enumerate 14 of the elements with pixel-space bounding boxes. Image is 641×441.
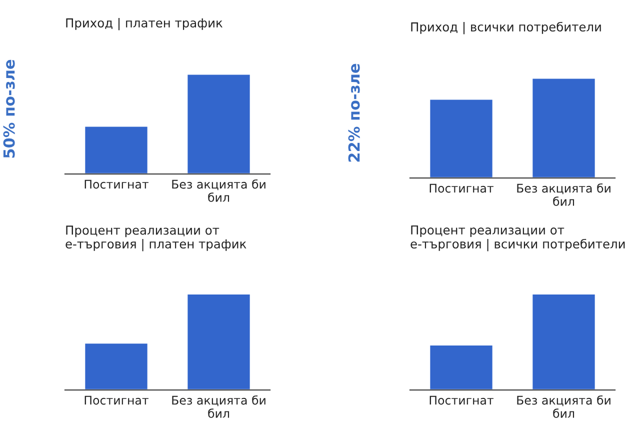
- x-tick-label: Постигнат: [430, 184, 494, 193]
- x-tick-label: Постигнат: [84, 180, 148, 189]
- x-tick-label: Постигнат: [430, 396, 494, 405]
- y-axis-title: 50% по-зле: [3, 60, 15, 158]
- x-tick-label: Без акцията би бил: [517, 395, 610, 418]
- chart-title: Процент реализации от е-търговия | всички потребители: [410, 225, 625, 252]
- chart-title: Процент реализации от е-търговия | платен трафик: [66, 226, 246, 252]
- y-axis-title: 22% по-зле: [348, 64, 360, 162]
- chart-title: Приход | всички потребители: [411, 22, 601, 34]
- x-tick-label: Без акцията би бил: [517, 183, 610, 206]
- chart-title: Приход | платен трафик: [66, 18, 222, 30]
- x-tick-label: Постигнат: [84, 396, 148, 405]
- x-tick-label: Без акцията би бил: [172, 395, 266, 418]
- x-tick-label: Без акцията би бил: [172, 179, 266, 202]
